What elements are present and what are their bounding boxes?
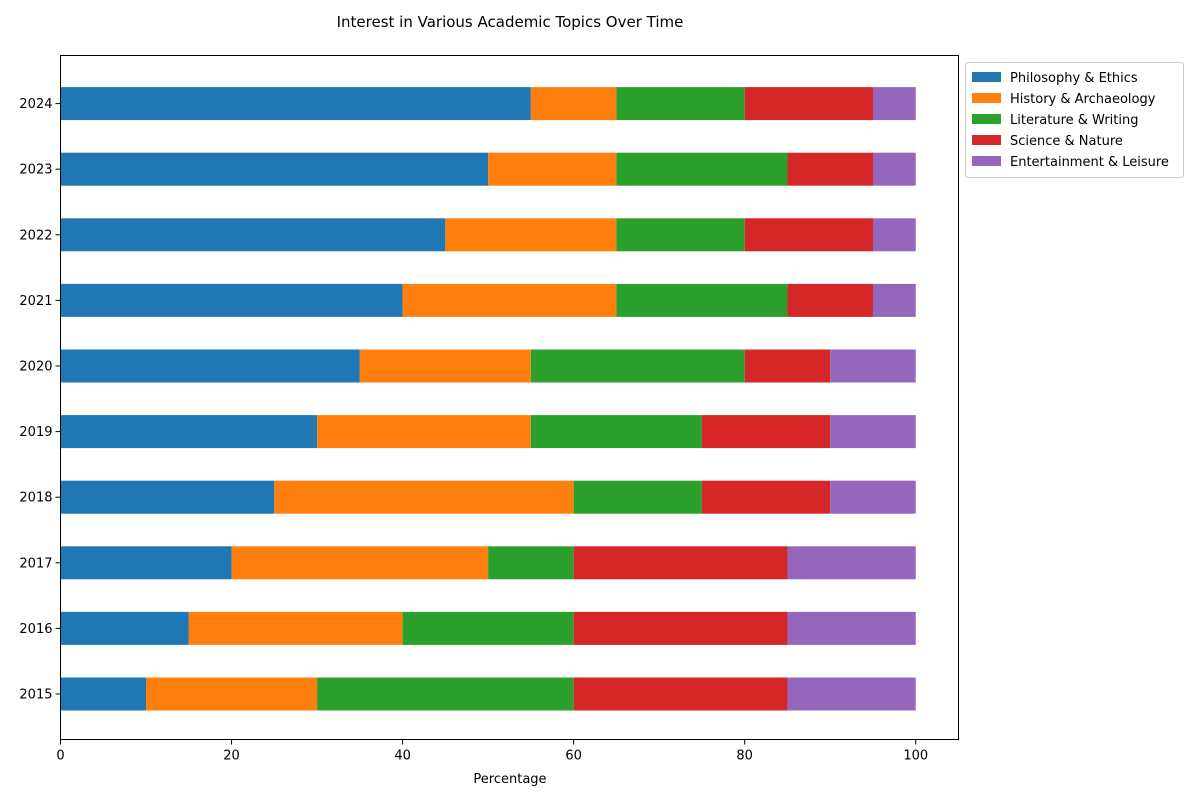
bar-2022-series-0	[60, 218, 446, 252]
bar-2024-series-2	[616, 87, 745, 121]
bar-2022-series-1	[445, 218, 617, 252]
x-tick-label: 80	[736, 749, 753, 764]
bar-2022-series-4	[872, 218, 916, 252]
legend: Philosophy & Ethics History & Archaeology…	[965, 62, 1184, 178]
bar-2015-series-2	[317, 677, 574, 711]
bar-2015-series-4	[787, 677, 916, 711]
bar-2020-series-4	[830, 349, 916, 383]
bar-2021-series-2	[616, 283, 788, 317]
legend-frame	[965, 62, 1184, 178]
bar-2021-series-4	[872, 283, 916, 317]
legend-label: Science & Nature	[1010, 134, 1123, 149]
legend-label: Entertainment & Leisure	[1010, 155, 1169, 170]
bar-2019-series-0	[60, 415, 318, 449]
bar-2021-series-1	[402, 283, 617, 317]
y-tick-label: 2016	[19, 622, 52, 637]
bar-2015-series-0	[60, 677, 147, 711]
y-tick-label: 2023	[19, 163, 52, 178]
bar-2020-series-2	[530, 349, 745, 383]
bar-2016-series-4	[787, 611, 916, 645]
y-axis: 2015 2016 2017 2018 2019 2020 2021 2022 2023 2024	[19, 97, 61, 703]
legend-label: Philosophy & Ethics	[1010, 71, 1138, 86]
x-axis: 0 20 40 60 80 100	[56, 739, 928, 764]
bars-layer	[60, 87, 916, 711]
legend-label: Literature & Writing	[1010, 113, 1138, 128]
bar-2017-series-0	[60, 546, 232, 580]
bar-2019-series-3	[701, 415, 831, 449]
y-tick-label: 2024	[19, 97, 52, 112]
bar-2019-series-4	[830, 415, 916, 449]
bar-2024-series-0	[60, 87, 531, 121]
legend-swatch	[972, 114, 1001, 124]
x-axis-title: Percentage	[473, 772, 546, 787]
y-tick-label: 2022	[19, 228, 52, 243]
bar-2023-series-0	[60, 152, 489, 186]
bar-2017-series-4	[787, 546, 916, 580]
legend-swatch	[972, 93, 1001, 103]
bar-2017-series-3	[573, 546, 788, 580]
bar-2020-series-0	[60, 349, 360, 383]
y-tick-label: 2017	[19, 556, 52, 571]
bar-2016-series-0	[60, 611, 189, 645]
x-tick-label: 40	[394, 749, 411, 764]
bar-2020-series-1	[359, 349, 531, 383]
y-tick-label: 2018	[19, 491, 52, 506]
bar-2018-series-2	[573, 480, 702, 514]
bar-2023-series-1	[488, 152, 617, 186]
x-tick-label: 0	[56, 749, 64, 764]
legend-swatch	[972, 72, 1001, 82]
bar-2016-series-2	[402, 611, 574, 645]
bar-2024-series-1	[530, 87, 617, 121]
bar-2016-series-1	[188, 611, 403, 645]
legend-swatch	[972, 156, 1001, 166]
plot-frame	[60, 55, 959, 740]
bar-2019-series-1	[317, 415, 531, 449]
bar-2021-series-3	[787, 283, 873, 317]
bar-2019-series-2	[530, 415, 702, 449]
bar-2023-series-3	[787, 152, 873, 186]
bar-2018-series-4	[830, 480, 916, 514]
x-tick-label: 60	[565, 749, 582, 764]
bar-2016-series-3	[573, 611, 788, 645]
chart-title: Interest in Various Academic Topics Over…	[337, 13, 684, 31]
bar-2024-series-3	[744, 87, 873, 121]
legend-label: History & Archaeology	[1010, 92, 1156, 107]
x-tick-label: 100	[903, 749, 928, 764]
bar-2021-series-0	[60, 283, 403, 317]
bar-2024-series-4	[872, 87, 916, 121]
bar-2022-series-2	[616, 218, 745, 252]
bar-2017-series-1	[231, 546, 489, 580]
y-tick-label: 2021	[19, 294, 52, 309]
bar-2018-series-3	[701, 480, 831, 514]
legend-swatch	[972, 135, 1001, 145]
bar-2023-series-2	[616, 152, 788, 186]
bar-2020-series-3	[744, 349, 831, 383]
y-tick-label: 2020	[19, 360, 52, 375]
x-tick-label: 20	[223, 749, 240, 764]
bar-2018-series-0	[60, 480, 275, 514]
y-tick-label: 2019	[19, 425, 52, 440]
bar-2023-series-4	[872, 152, 916, 186]
bar-2015-series-1	[146, 677, 318, 711]
bar-2018-series-1	[274, 480, 574, 514]
bar-2017-series-2	[488, 546, 574, 580]
bar-2015-series-3	[573, 677, 788, 711]
bar-2022-series-3	[744, 218, 873, 252]
y-tick-label: 2015	[19, 688, 52, 703]
